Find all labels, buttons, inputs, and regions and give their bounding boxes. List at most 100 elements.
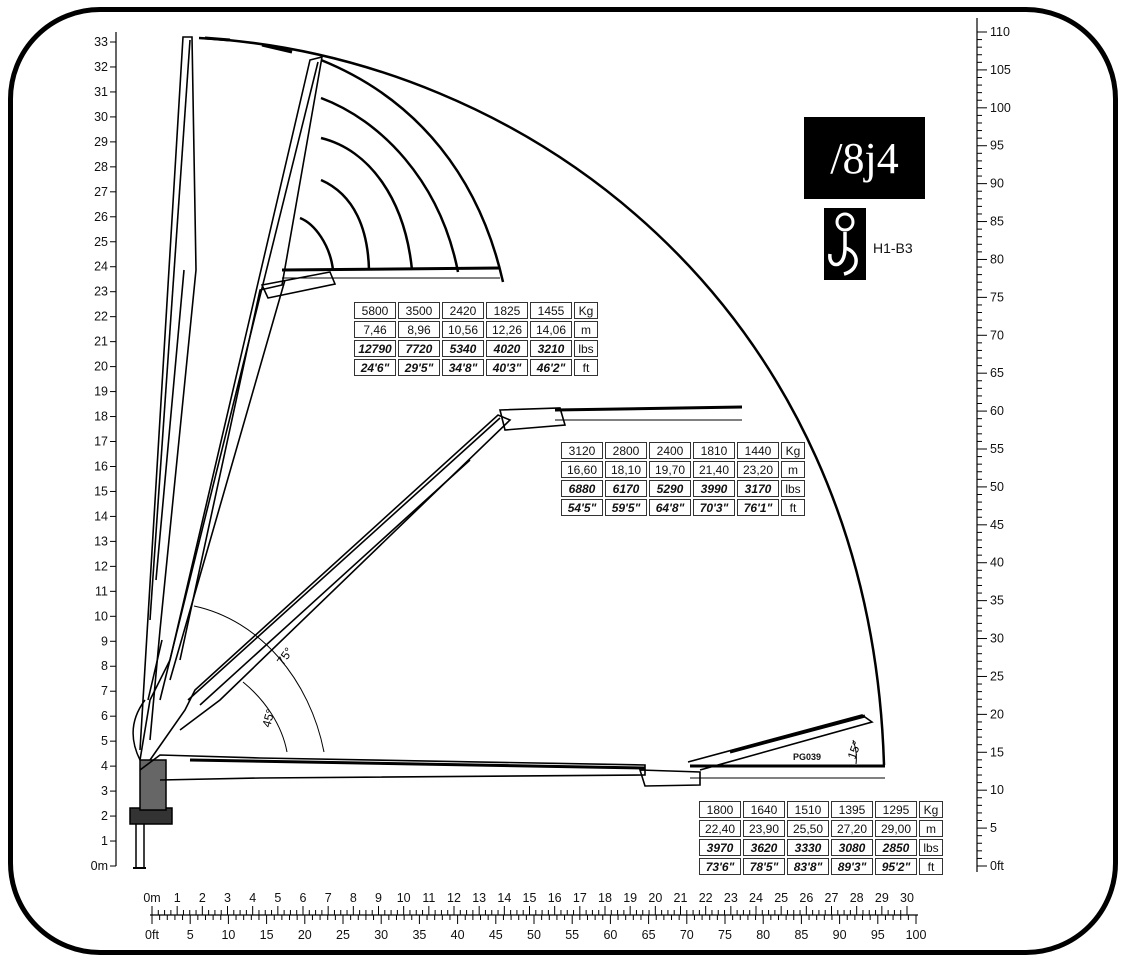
right-axis-label: 35 (990, 594, 1004, 608)
bottom-axis-ft-label: 95 (871, 928, 885, 942)
angle-arcs (193, 605, 857, 765)
load-table-cell: 19,70 (649, 461, 691, 478)
load-table-cell: 12,26 (486, 321, 528, 338)
max-reach-envelope (198, 36, 886, 766)
bottom-axis-ft-label: 35 (412, 928, 426, 942)
hook-glyph-icon (828, 212, 858, 276)
left-axis-label: 27 (94, 185, 108, 199)
bottom-axis-ft-label: 65 (642, 928, 656, 942)
left-axis-label: 0m (91, 859, 108, 873)
bottom-axis-m-label: 16 (548, 891, 562, 905)
jib-15 (687, 714, 874, 771)
left-axis-label: 3 (101, 784, 108, 798)
bottom-axis-m-label: 26 (799, 891, 813, 905)
left-axis-label: 15 (94, 484, 108, 498)
load-table-cell: 10,56 (442, 321, 484, 338)
right-axis-label: 60 (990, 404, 1004, 418)
load-table-cell: 5340 (442, 340, 484, 357)
bottom-axis-m-label: 7 (325, 891, 332, 905)
load-table-unit: m (781, 461, 805, 478)
envelope-top-dash (205, 38, 310, 57)
left-axis-label: 25 (94, 235, 108, 249)
load-table-top: 5800 3500 2420 1825 1455 Kg 7,46 8,96 10,56 12,26… (352, 300, 600, 378)
load-table-cell: 6880 (561, 480, 603, 497)
load-table-cell: 16,60 (561, 461, 603, 478)
load-table-cell: 29,00 (875, 820, 917, 837)
left-axis-label: 29 (94, 135, 108, 149)
bottom-axis-m-label: 11 (422, 891, 435, 905)
model-badge: /8j4 (804, 117, 925, 199)
bottom-axis-ft-label: 85 (794, 928, 808, 942)
load-table-cell: 3500 (398, 302, 440, 319)
bottom-axis-m-label: 27 (825, 891, 839, 905)
load-table-unit: m (574, 321, 598, 338)
left-axis-label: 31 (94, 85, 108, 99)
bottom-axis-m-label: 15 (523, 891, 537, 905)
load-table-cell: 1455 (530, 302, 572, 319)
model-name: /8j4 (830, 133, 899, 183)
boom-horizontal (139, 754, 885, 787)
load-table-cell: 25,50 (787, 820, 829, 837)
load-table-cell: 21,40 (693, 461, 735, 478)
load-table-row-kg: 3120 2800 2400 1810 1440 Kg (561, 442, 805, 459)
left-axis-label: 11 (95, 584, 108, 598)
load-table-cell: 2400 (649, 442, 691, 459)
load-table-cell: 95'2" (875, 858, 917, 875)
diagram-frame (8, 7, 1118, 955)
load-table-cell: 7,46 (354, 321, 396, 338)
load-table-cell: 3620 (743, 839, 785, 856)
right-axis-label: 90 (990, 177, 1004, 191)
load-table-unit: ft (574, 359, 598, 376)
load-table-unit: ft (781, 499, 805, 516)
left-axis-label: 2 (101, 809, 108, 823)
left-height-axis-m: 0m12345678910111213141516171819202122232… (91, 32, 117, 873)
load-table-unit: lbs (919, 839, 943, 856)
right-axis-label: 70 (990, 328, 1004, 342)
right-axis-label: 50 (990, 480, 1004, 494)
left-axis-label: 30 (94, 110, 108, 124)
load-table-unit: Kg (781, 442, 805, 459)
load-table-unit: m (919, 820, 943, 837)
hook-code: H1-B3 (873, 240, 913, 256)
config-code: PG039 (793, 752, 822, 762)
load-table-cell: 3990 (693, 480, 735, 497)
boom-vertical (139, 36, 197, 751)
load-table-cell: 1295 (875, 801, 917, 818)
bottom-axis-m-label: 4 (249, 891, 256, 905)
load-table-cell: 2420 (442, 302, 484, 319)
angle-label-75: 75° (274, 645, 296, 668)
bottom-axis-m-label: 8 (350, 891, 357, 905)
load-table-cell: 3080 (831, 839, 873, 856)
load-table-cell: 2850 (875, 839, 917, 856)
left-axis-label: 14 (94, 509, 108, 523)
load-table-cell: 1825 (486, 302, 528, 319)
right-axis-label: 20 (990, 707, 1004, 721)
load-table-row-ft: 54'5" 59'5" 64'8" 70'3" 76'1" ft (561, 499, 805, 516)
bottom-axis-m-label: 6 (300, 891, 307, 905)
bottom-axis-ft-label: 100 (906, 928, 927, 942)
load-table-row-kg: 5800 3500 2420 1825 1455 Kg (354, 302, 598, 319)
left-axis-label: 9 (101, 634, 108, 648)
right-axis-label: 110 (990, 25, 1010, 39)
load-table-row-ft: 24'6" 29'5" 34'8" 40'3" 46'2" ft (354, 359, 598, 376)
left-axis-label: 10 (94, 609, 108, 623)
load-table-cell: 3170 (737, 480, 779, 497)
bottom-axis-ft-label: 75 (718, 928, 732, 942)
bottom-axis-ft-label: 0ft (145, 928, 159, 942)
right-axis-label: 75 (990, 290, 1004, 304)
bottom-axis-m-label: 17 (573, 891, 587, 905)
right-axis-label: 85 (990, 215, 1004, 229)
bottom-axis-m-label: 21 (674, 891, 688, 905)
right-axis-label: 55 (990, 442, 1004, 456)
right-axis-label: 40 (990, 556, 1004, 570)
left-axis-label: 24 (94, 260, 108, 274)
load-table-cell: 29'5" (398, 359, 440, 376)
bottom-axis-m-label: 29 (875, 891, 889, 905)
right-axis-label: 25 (990, 669, 1004, 683)
load-table-row-m: 16,60 18,10 19,70 21,40 23,20 m (561, 461, 805, 478)
left-axis-label: 33 (94, 35, 108, 49)
bottom-axis-m-label: 20 (648, 891, 662, 905)
left-axis-label: 16 (94, 459, 108, 473)
load-table-cell: 1395 (831, 801, 873, 818)
right-axis-label: 10 (990, 783, 1004, 797)
